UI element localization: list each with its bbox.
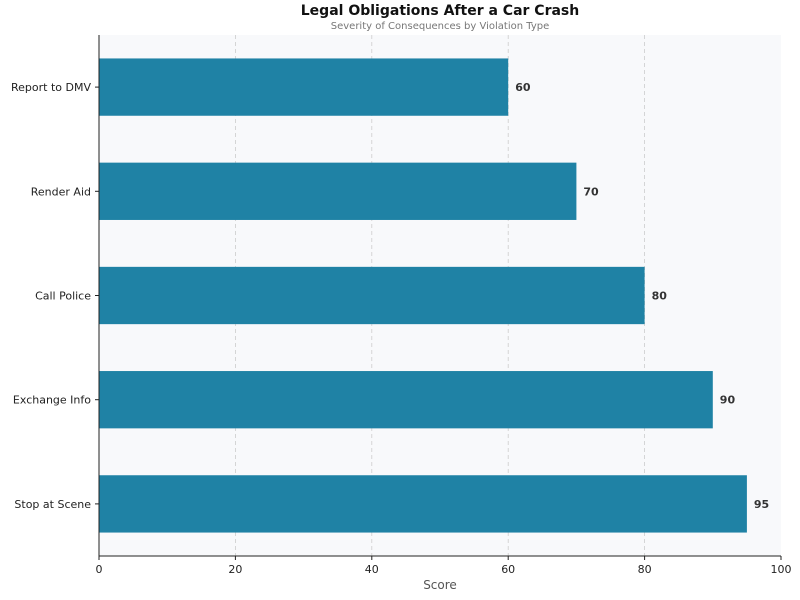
- x-tick-label: 100: [771, 563, 792, 576]
- y-tick-label: Exchange Info: [13, 394, 91, 407]
- data-label: 95: [754, 498, 769, 511]
- x-axis-label: Score: [423, 578, 457, 592]
- data-label: 60: [515, 81, 531, 94]
- bar-stop-at-scene: [99, 475, 747, 533]
- data-label: 70: [583, 185, 599, 198]
- x-tick-label: 60: [501, 563, 515, 576]
- x-tick-label: 80: [638, 563, 652, 576]
- bar-call-police: [99, 266, 645, 325]
- bar-report-to-dmv: [99, 58, 509, 116]
- data-label: 90: [720, 394, 736, 407]
- x-tick-label: 0: [96, 563, 103, 576]
- x-tick-label: 20: [228, 563, 242, 576]
- y-tick-label: Render Aid: [31, 185, 91, 198]
- y-tick-label: Stop at Scene: [14, 498, 91, 511]
- chart-title: Legal Obligations After a Car Crash: [301, 3, 579, 19]
- bar-render-aid: [99, 162, 577, 220]
- bar-exchange-info: [99, 371, 713, 429]
- data-label: 80: [652, 290, 668, 303]
- x-tick-label: 40: [365, 563, 379, 576]
- y-tick-label: Call Police: [35, 290, 91, 303]
- y-tick-label: Report to DMV: [11, 81, 91, 94]
- chart-subtitle: Severity of Consequences by Violation Ty…: [331, 21, 549, 32]
